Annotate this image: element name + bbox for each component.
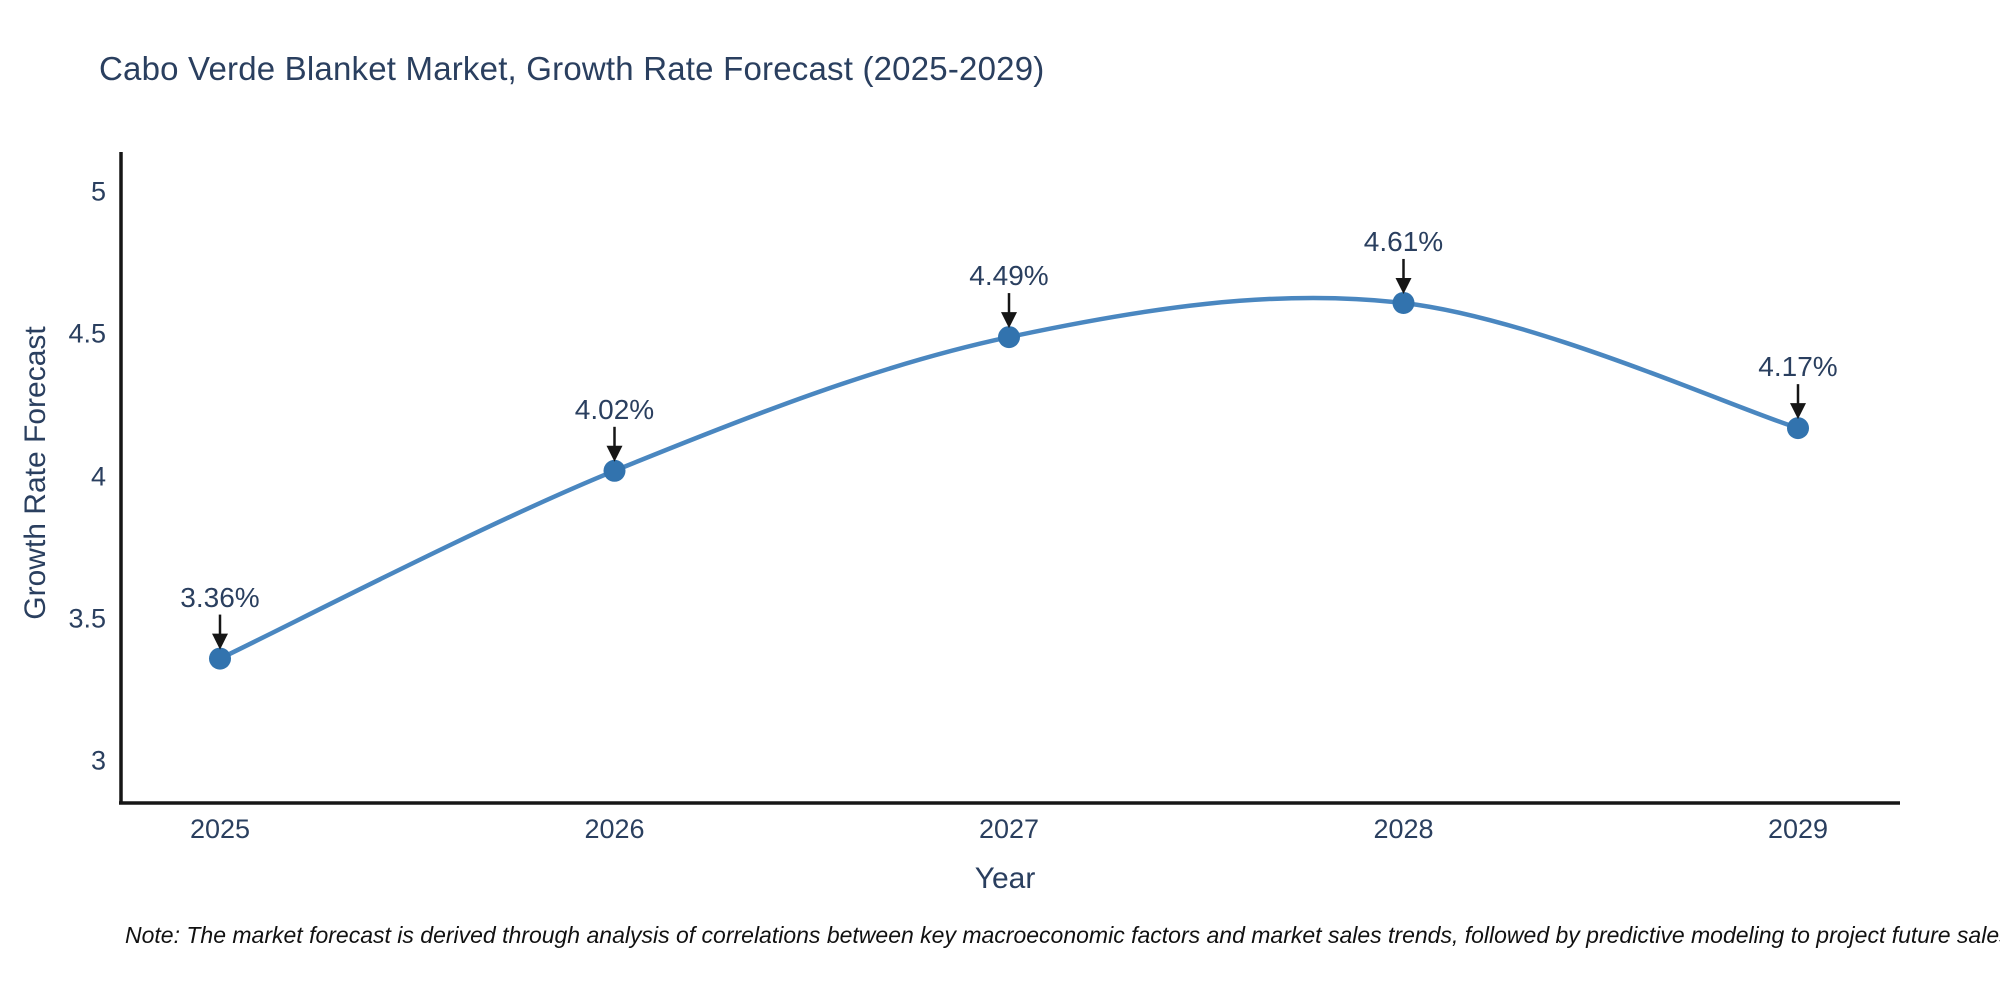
data-point-marker <box>209 647 231 670</box>
annotation-arrowhead <box>1395 277 1412 294</box>
annotation-arrowhead <box>1001 312 1017 329</box>
x-tick-label: 2025 <box>189 814 251 844</box>
annotation-label: 4.49% <box>969 260 1049 292</box>
annotation-arrowhead <box>212 633 228 650</box>
annotation-arrowhead <box>606 445 623 462</box>
y-tick-label: 4 <box>90 461 106 491</box>
data-point-marker <box>998 326 1020 349</box>
x-tick-label: 2029 <box>1767 814 1829 844</box>
trend-line <box>217 295 1801 661</box>
x-tick-label: 2026 <box>584 814 645 844</box>
page-title: Cabo Verde Blanket Market, Growth Rate F… <box>99 50 1045 87</box>
data-point-marker <box>1392 291 1415 314</box>
data-point-marker <box>603 459 626 482</box>
annotation-label: 4.17% <box>1758 351 1838 383</box>
y-tick-label: 3.5 <box>68 603 106 634</box>
annotation-label: 4.61% <box>1363 225 1444 257</box>
y-tick-label: 5 <box>90 176 106 207</box>
y-tick-label: 3 <box>90 745 106 776</box>
y-tick-label: 4.5 <box>68 318 106 349</box>
x-axis-title: Year <box>974 862 1036 895</box>
x-tick-label: 2027 <box>978 814 1040 844</box>
annotation-label: 4.02% <box>574 393 655 425</box>
annotation-arrowhead <box>1790 403 1806 420</box>
data-point-marker <box>1787 417 1809 440</box>
x-tick-label: 2028 <box>1373 814 1434 844</box>
annotation-label: 3.36% <box>180 581 260 613</box>
footnote: Note: The market forecast is derived thr… <box>125 922 2000 948</box>
